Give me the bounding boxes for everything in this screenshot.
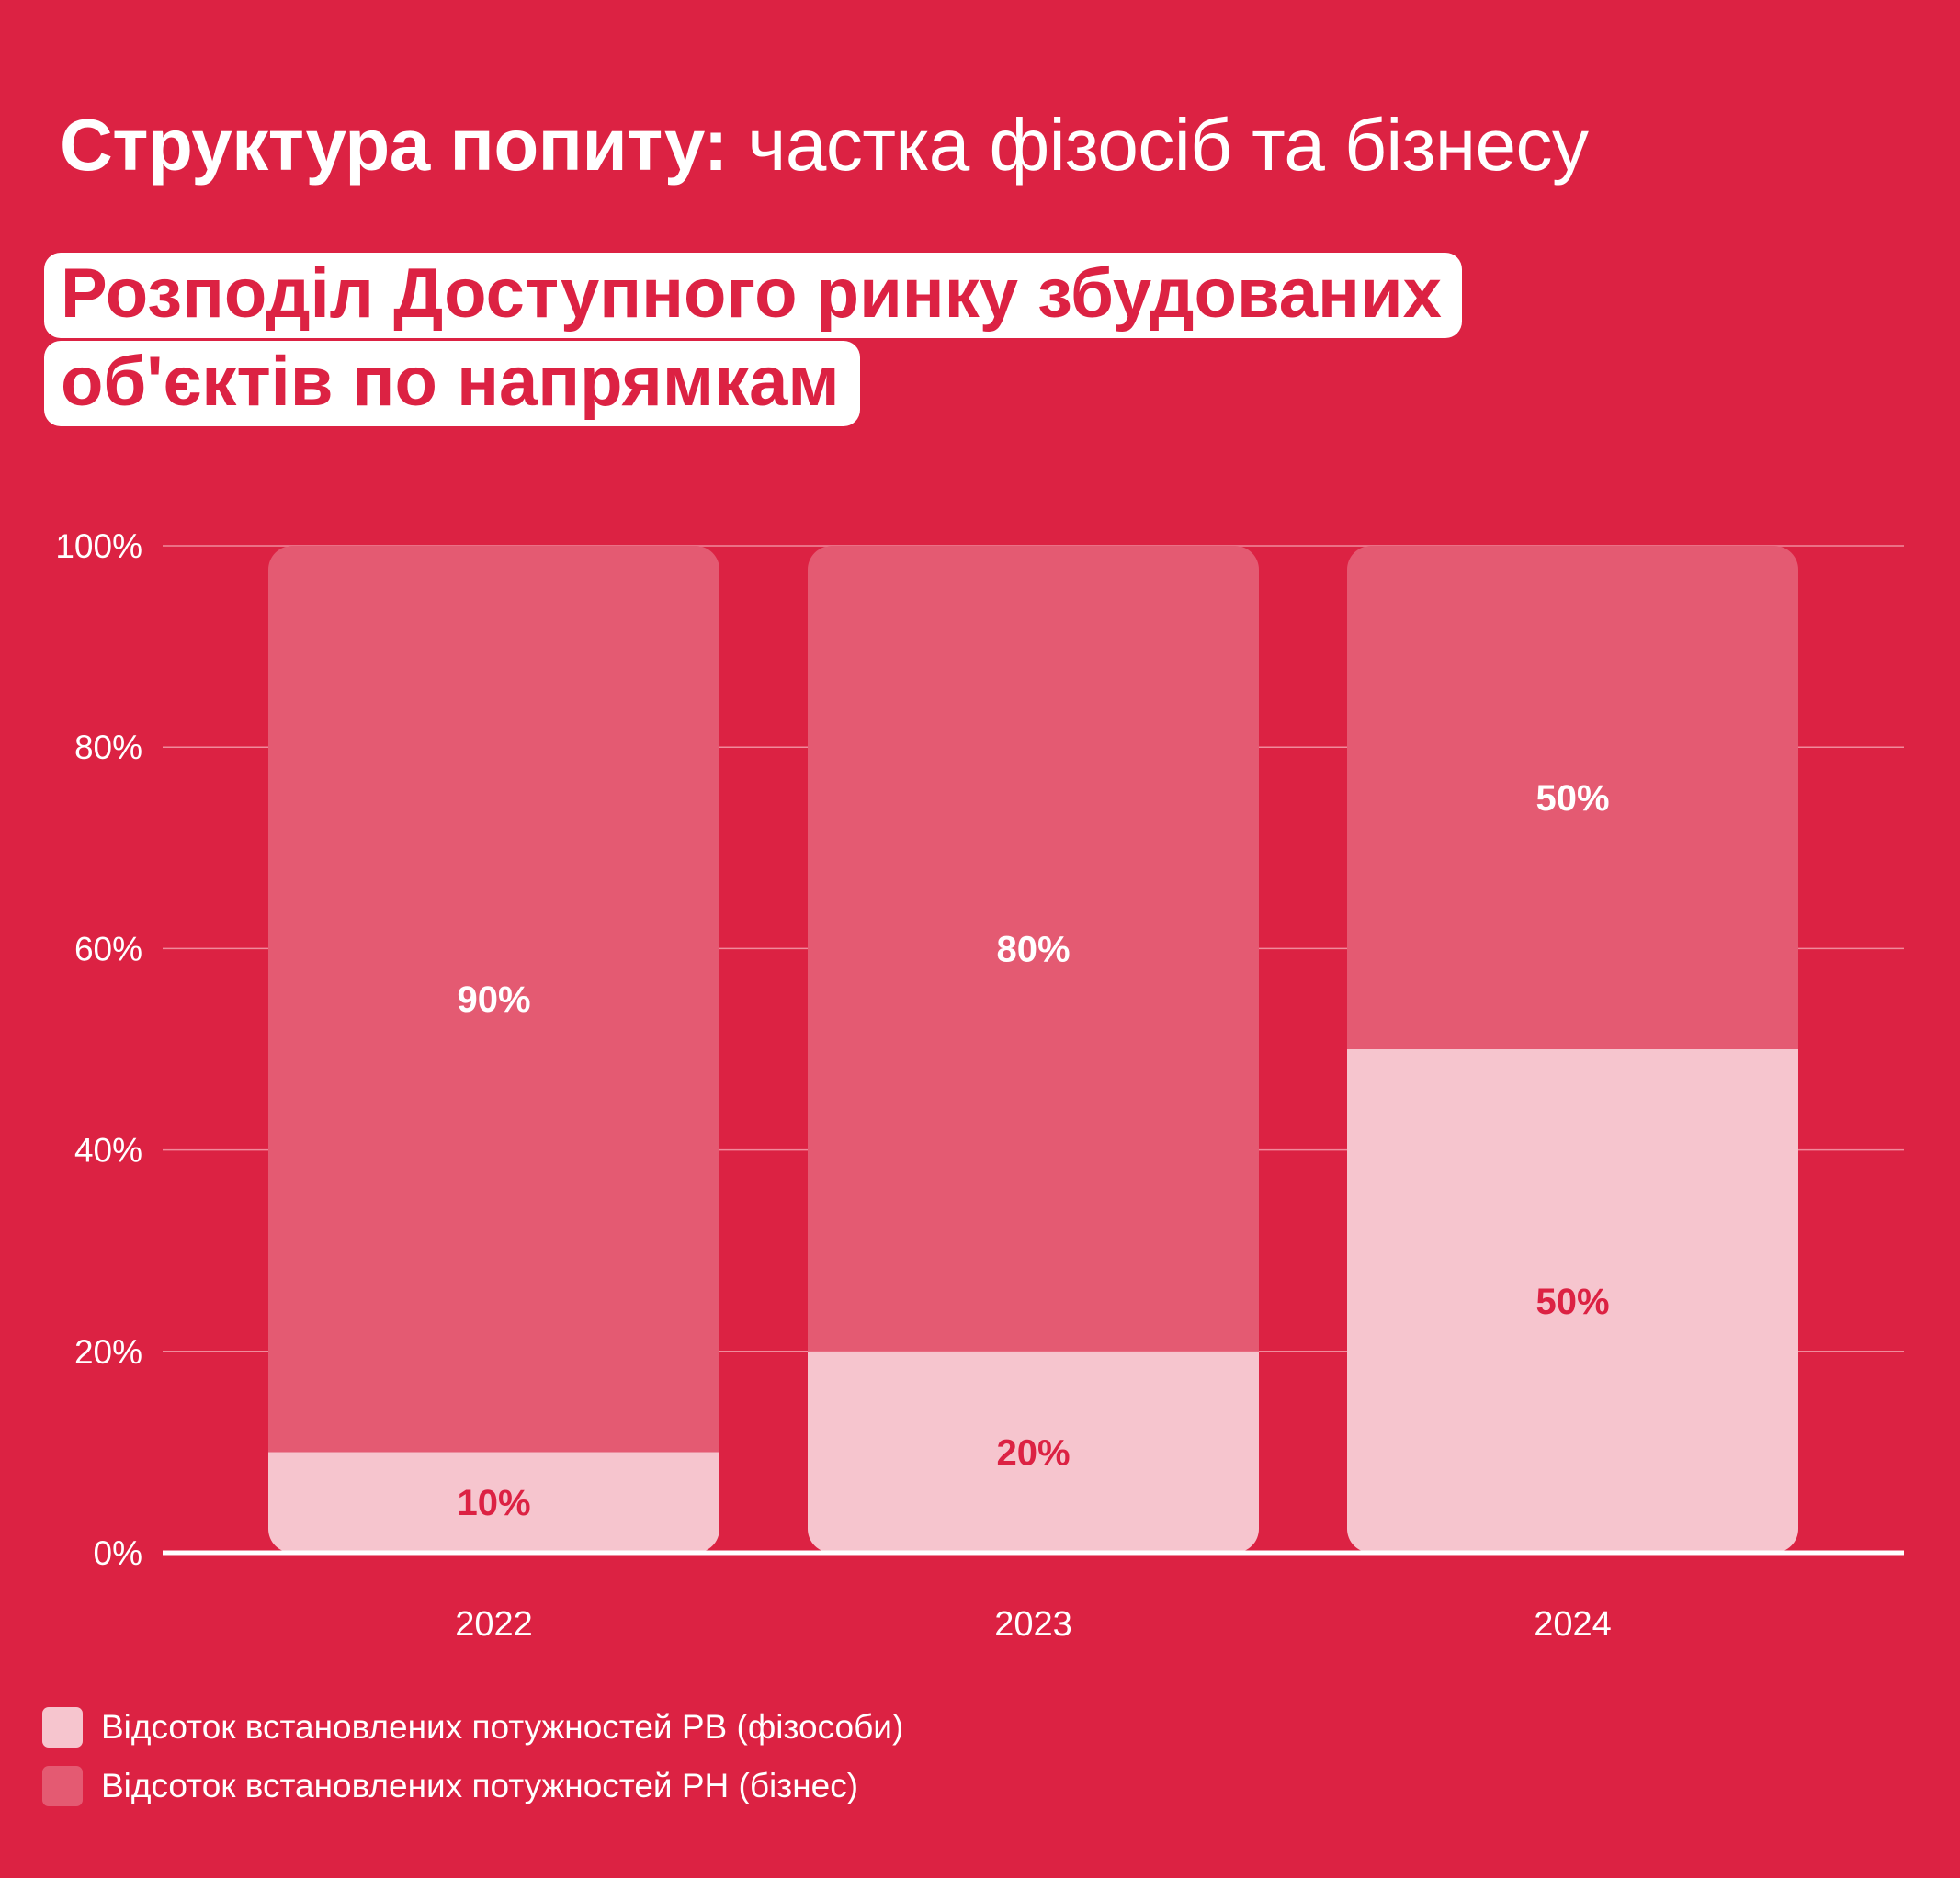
data-label: 10% (457, 1483, 530, 1523)
y-tick-label: 80% (74, 729, 142, 766)
legend-swatch-individuals (42, 1707, 83, 1748)
legend-item-individuals: Відсоток встановлених потужностей РВ (фі… (42, 1707, 903, 1748)
legend-item-business: Відсоток встановлених потужностей РН (бі… (42, 1766, 903, 1806)
heading-bold: Структура попиту: (60, 104, 728, 186)
data-label: 50% (1535, 1282, 1609, 1322)
bar-segment (268, 1452, 719, 1553)
y-tick-label: 100% (55, 527, 142, 565)
bar-segment (808, 546, 1259, 1352)
chart-subtitle: Розподіл Доступного ринку збудованих об'… (44, 250, 1606, 426)
bar-segment (1347, 546, 1798, 1049)
bars (268, 546, 1798, 1553)
bar-segment (268, 546, 719, 1453)
y-tick-label: 0% (94, 1534, 142, 1572)
axes: 0% 20% 40% 60% 80% 100% 2022 2023 2024 (55, 527, 1904, 1644)
bar-stack-2022 (268, 546, 719, 1553)
x-tick-label: 2023 (994, 1605, 1072, 1644)
legend: Відсоток встановлених потужностей РВ (фі… (42, 1707, 903, 1825)
x-tick-label: 2022 (455, 1605, 533, 1644)
y-tick-label: 40% (74, 1132, 142, 1170)
bar-segment (808, 1351, 1259, 1553)
y-tick-label: 20% (74, 1333, 142, 1371)
bar-stack-2024 (1347, 546, 1798, 1553)
y-tick-label: 60% (74, 930, 142, 967)
page-heading: Структура попиту: частка фізосіб та бізн… (60, 99, 1589, 191)
data-label: 50% (1535, 778, 1609, 819)
x-tick-label: 2024 (1534, 1605, 1612, 1644)
bar-segment (1347, 1049, 1798, 1553)
bar-stack-2023 (808, 546, 1259, 1553)
data-label: 20% (996, 1432, 1070, 1473)
legend-label-individuals: Відсоток встановлених потужностей РВ (фі… (101, 1708, 904, 1746)
value-labels: 10% 90% 20% 80% 50% 50% (457, 778, 1609, 1523)
heading-light: частка фізосіб та бізнесу (727, 104, 1589, 186)
data-label: 80% (996, 929, 1070, 969)
data-label: 90% (457, 979, 530, 1020)
legend-swatch-business (42, 1766, 83, 1806)
legend-label-business: Відсоток встановлених потужностей РН (бі… (101, 1767, 859, 1804)
